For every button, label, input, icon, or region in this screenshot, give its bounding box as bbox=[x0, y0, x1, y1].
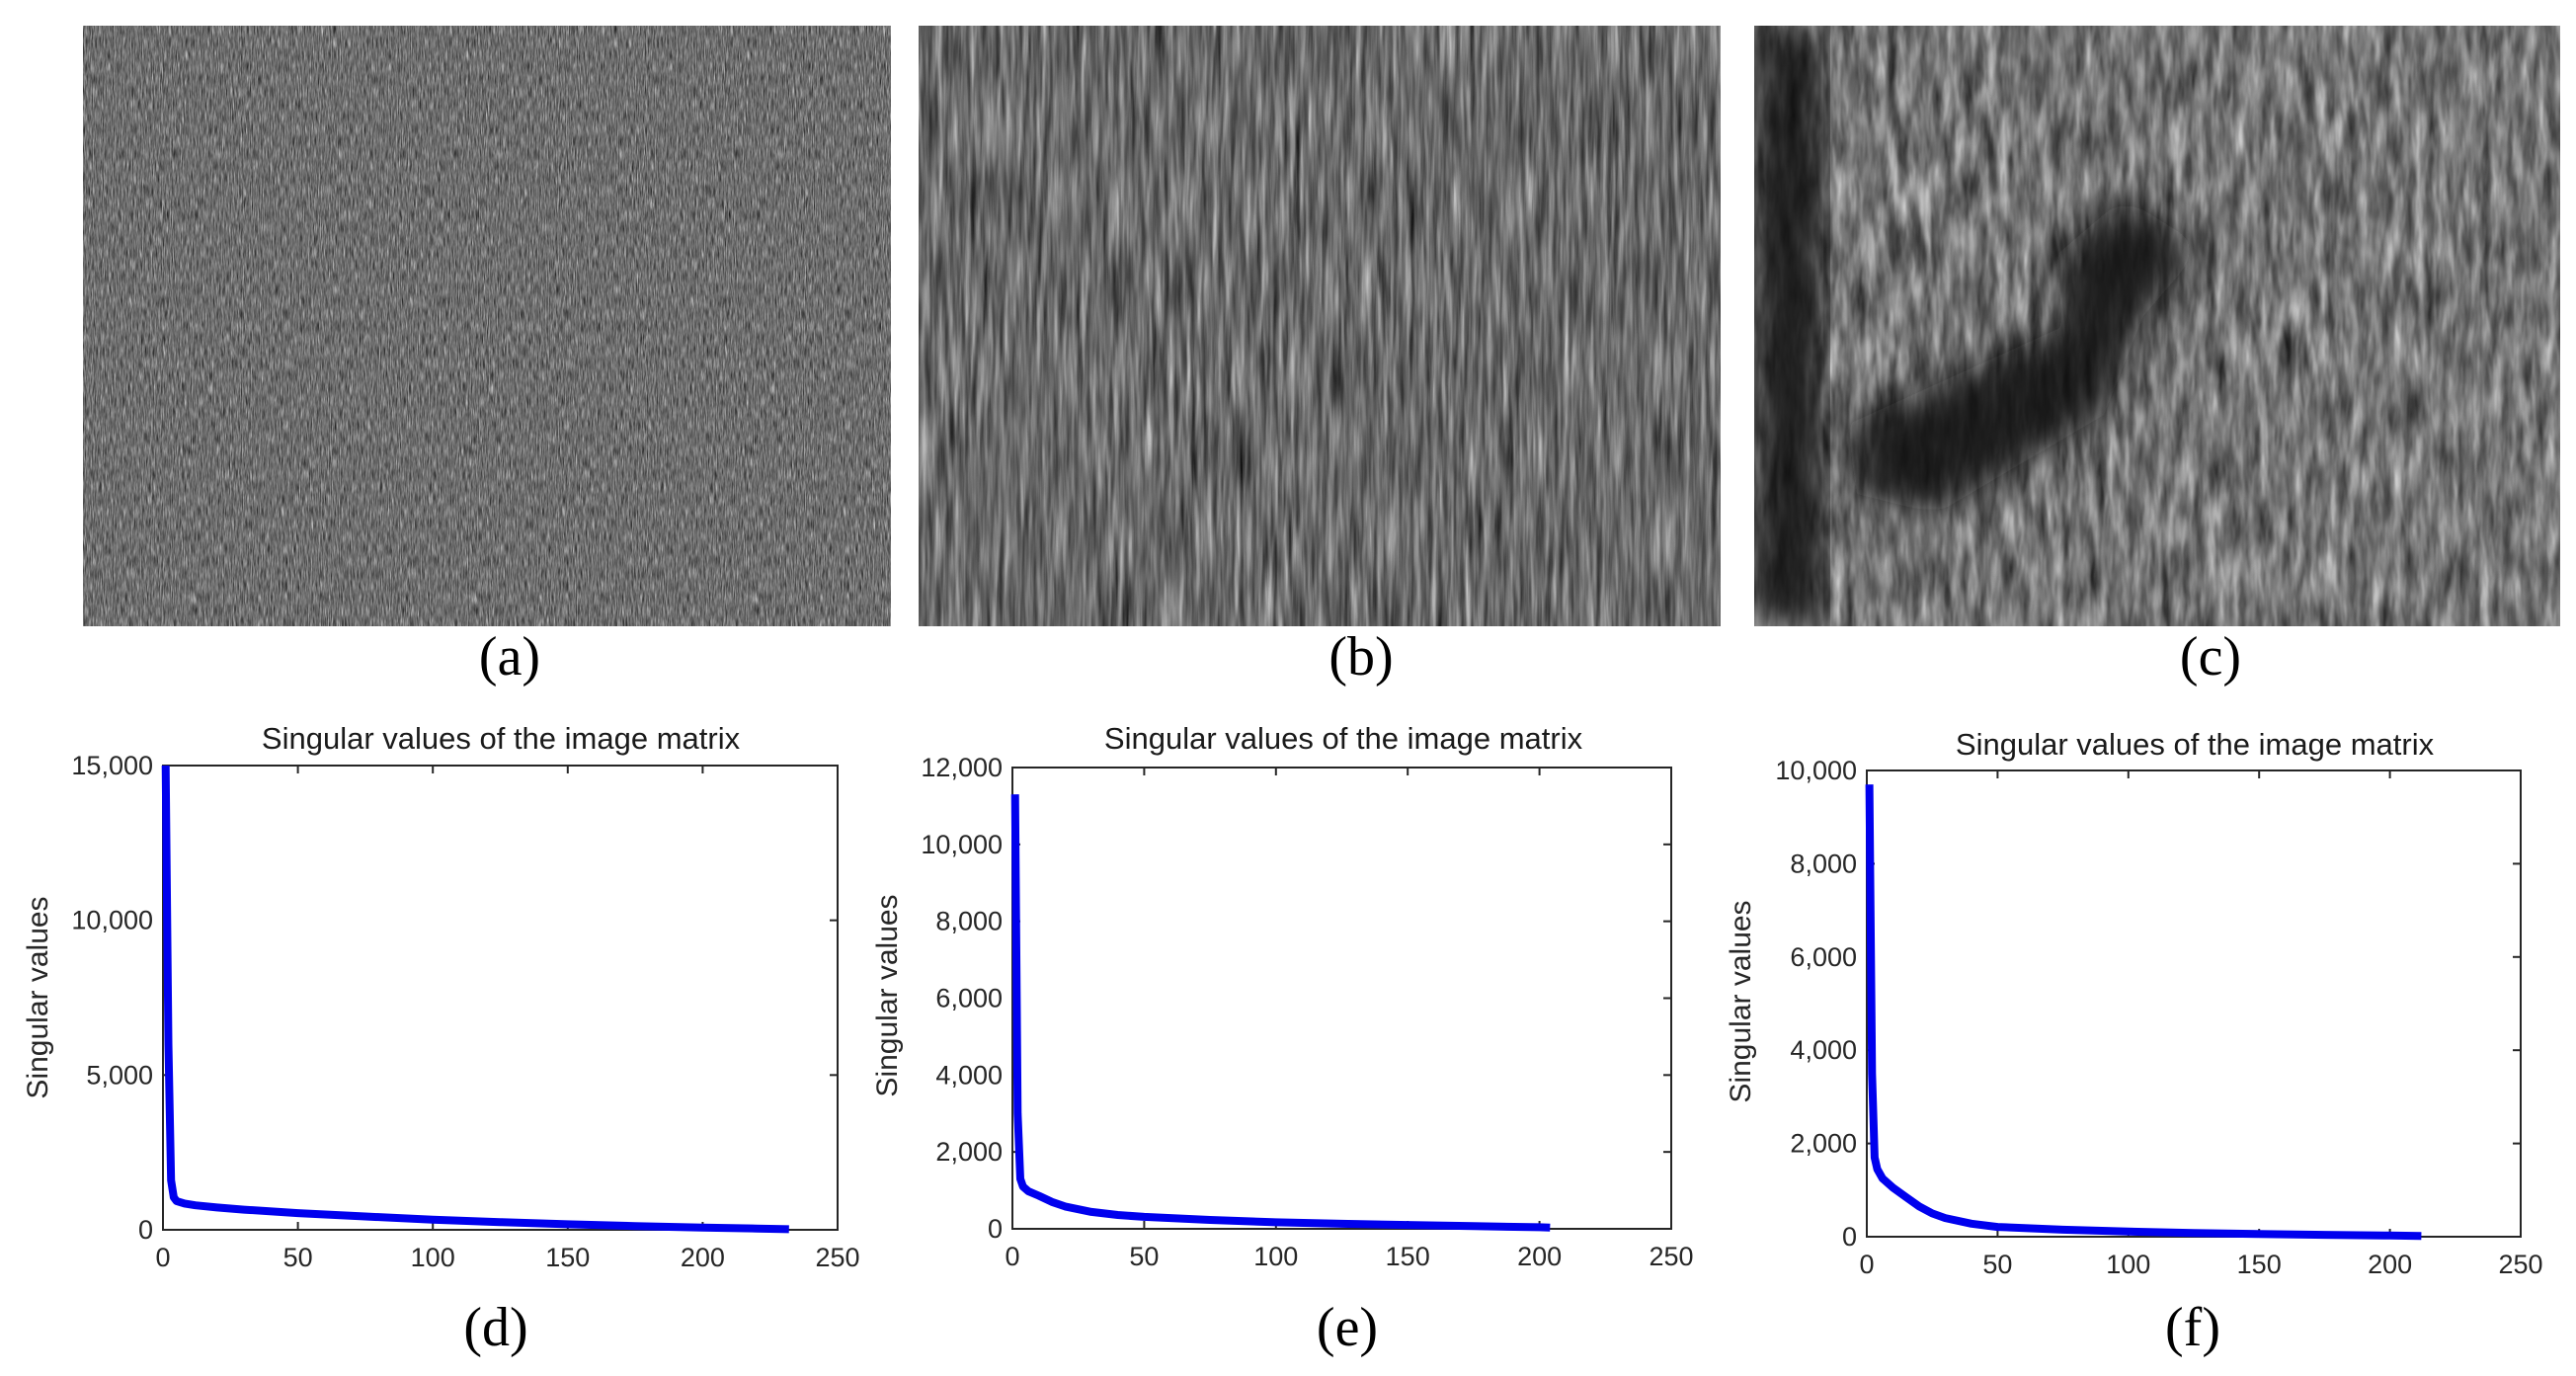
panel-label-c: (c) bbox=[2180, 626, 2241, 688]
image-panel-c bbox=[1754, 26, 2560, 626]
chart-title: Singular values of the image matrix bbox=[1104, 721, 1583, 756]
image-panel-b bbox=[919, 26, 1721, 626]
y-tick-label: 6,000 bbox=[935, 984, 1003, 1013]
x-tick-label: 250 bbox=[815, 1243, 859, 1272]
y-axis-label: Singular values bbox=[1725, 900, 1757, 1102]
y-tick-label: 4,000 bbox=[935, 1060, 1003, 1090]
x-tick-label: 250 bbox=[2498, 1250, 2542, 1279]
y-tick-label: 0 bbox=[1842, 1222, 1857, 1252]
x-tick-label: 100 bbox=[2106, 1250, 2150, 1279]
x-tick-label: 0 bbox=[1859, 1250, 1874, 1279]
y-tick-label: 4,000 bbox=[1790, 1035, 1857, 1065]
x-tick-label: 150 bbox=[2237, 1250, 2282, 1279]
plot-frame bbox=[162, 765, 839, 1231]
chart-title: Singular values of the image matrix bbox=[1956, 727, 2435, 762]
x-tick-label: 150 bbox=[1386, 1242, 1430, 1271]
x-tick-label: 50 bbox=[283, 1243, 313, 1272]
y-tick-label: 10,000 bbox=[71, 906, 153, 935]
series-line bbox=[1010, 794, 1551, 1232]
x-tick-label: 150 bbox=[545, 1243, 590, 1272]
chart-e: Singular values of the image matrix Sing… bbox=[871, 721, 1694, 1358]
x-tick-label: 0 bbox=[155, 1243, 170, 1272]
panel-label-a: (a) bbox=[479, 626, 540, 688]
panel-label-b: (b) bbox=[1328, 626, 1393, 688]
y-tick-label: 8,000 bbox=[935, 907, 1003, 936]
y-tick-label: 10,000 bbox=[921, 830, 1003, 859]
y-axis-label: Singular values bbox=[871, 894, 904, 1096]
y-tick-label: 12,000 bbox=[921, 753, 1003, 782]
x-tick-label: 100 bbox=[411, 1243, 455, 1272]
chart-title: Singular values of the image matrix bbox=[262, 721, 741, 756]
x-tick-label: 100 bbox=[1253, 1242, 1298, 1271]
y-tick-label: 0 bbox=[988, 1214, 1003, 1244]
series-line bbox=[161, 765, 789, 1234]
y-tick-label: 2,000 bbox=[935, 1137, 1003, 1167]
series-line bbox=[1865, 784, 2422, 1241]
image-panel-a bbox=[83, 26, 891, 626]
y-tick-label: 5,000 bbox=[86, 1060, 153, 1090]
chart-f: Singular values of the image matrix Sing… bbox=[1725, 727, 2543, 1358]
x-tick-label: 200 bbox=[1517, 1242, 1562, 1271]
panel-label-f: (f) bbox=[2165, 1297, 2220, 1358]
x-tick-label: 50 bbox=[1982, 1250, 2012, 1279]
x-tick-label: 200 bbox=[681, 1243, 725, 1272]
y-tick-label: 6,000 bbox=[1790, 942, 1857, 972]
y-tick-label: 2,000 bbox=[1790, 1129, 1857, 1159]
panel-label-d: (d) bbox=[463, 1297, 527, 1358]
y-tick-label: 8,000 bbox=[1790, 849, 1857, 878]
plot-frame bbox=[1011, 767, 1672, 1230]
y-tick-label: 0 bbox=[138, 1215, 153, 1245]
chart-d: Singular values of the image matrix Sing… bbox=[22, 721, 860, 1358]
y-tick-label: 15,000 bbox=[71, 751, 153, 780]
x-tick-label: 250 bbox=[1649, 1242, 1693, 1271]
x-tick-label: 50 bbox=[1129, 1242, 1159, 1271]
dark-shape bbox=[1754, 26, 2203, 626]
x-tick-label: 0 bbox=[1005, 1242, 1019, 1271]
x-tick-label: 200 bbox=[2368, 1250, 2412, 1279]
y-axis-label: Singular values bbox=[22, 896, 54, 1098]
panel-label-e: (e) bbox=[1317, 1297, 1378, 1358]
y-tick-label: 10,000 bbox=[1775, 756, 1857, 785]
plot-frame bbox=[1866, 769, 2522, 1238]
